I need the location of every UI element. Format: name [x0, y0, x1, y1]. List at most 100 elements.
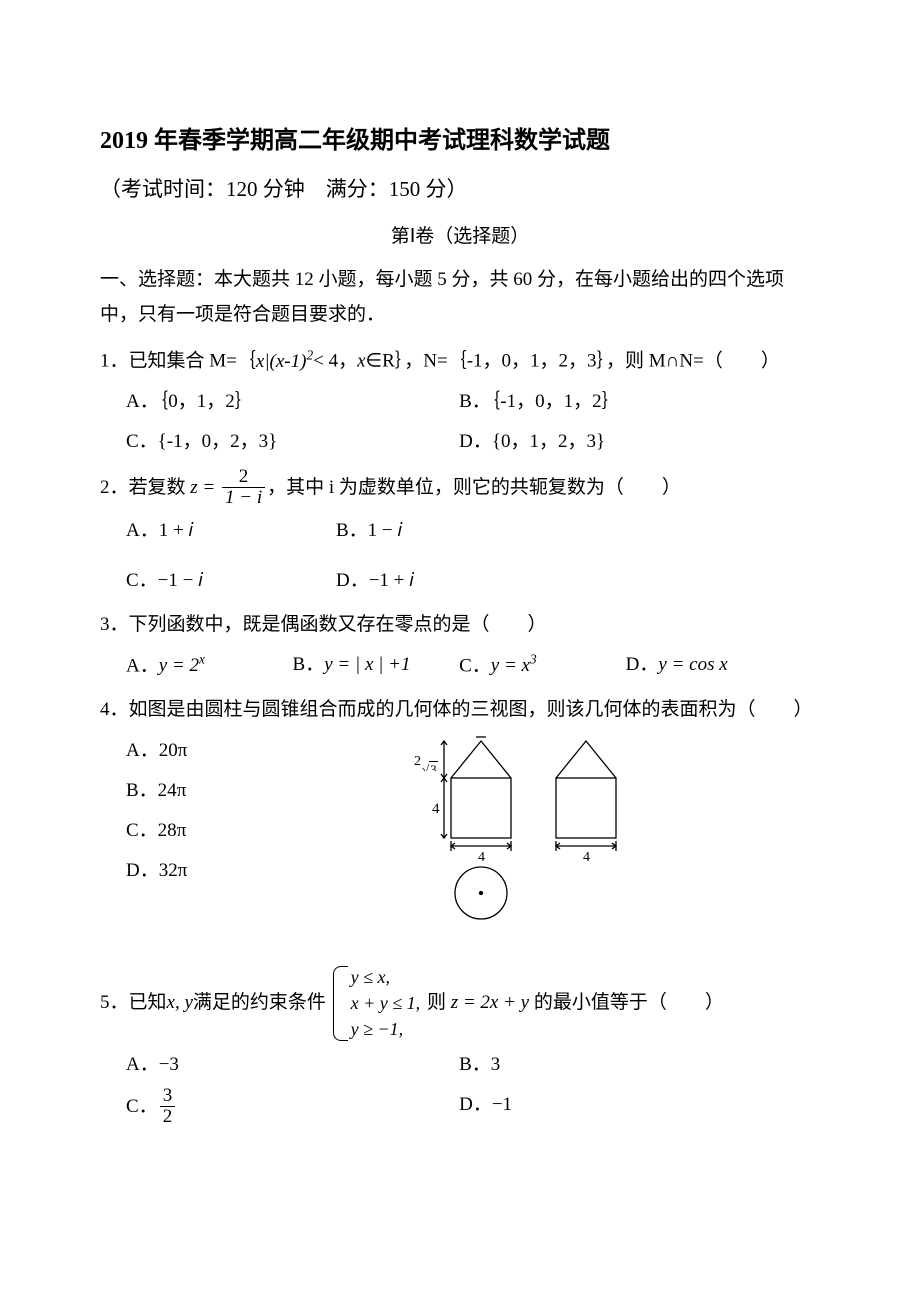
q5-row1: y ≤ x,: [351, 964, 421, 990]
q4-option-a: A．20π: [126, 733, 187, 769]
question-1: 1．已知集合 M=｛x|(x-1)2< 4，x∈R｝，N=｛-1，0，1，2，3…: [100, 342, 820, 460]
q3-options: A．y = 2x B．y = | x | +1 C．y = x3 D．y = c…: [100, 647, 820, 684]
q2-option-d: D．−1 + 𝑖: [336, 563, 414, 599]
q3-a-base: y = 2: [159, 655, 199, 676]
q2-text-post: ，其中 i 为虚数单位，则它的共轭复数为（ ）: [267, 477, 681, 498]
q3-option-b: B．y = | x | +1: [293, 647, 460, 684]
q4-dim-width-right: 4: [583, 850, 590, 865]
q4-diagram: 2 3 4 4 4: [376, 733, 820, 936]
q2-option-d-text: D．−1 + 𝑖: [336, 570, 414, 591]
q4-dim-width-left: 4: [478, 850, 485, 865]
q5-vars: x, y: [167, 991, 193, 1012]
q5-row3: y ≥ −1,: [351, 1016, 421, 1042]
q3-c-sup: 3: [530, 652, 537, 667]
q3-a-math: y = 2x: [159, 655, 205, 676]
q2-option-a-text: A．1 + 𝑖: [126, 520, 193, 541]
q5-text-post1: 则: [427, 991, 446, 1012]
q1-option-b: B．｛-1，0，1，2｝: [459, 384, 792, 420]
svg-text:2: 2: [414, 754, 421, 769]
q5-c-den: 2: [160, 1106, 176, 1127]
q5-text-mid: 满足的约束条件: [193, 991, 326, 1012]
q2-number: 2．: [100, 477, 129, 498]
q2-z-eq: z =: [190, 477, 215, 498]
exam-info: （考试时间：120 分钟 满分：150 分）: [100, 173, 820, 203]
three-view-diagram: 2 3 4 4 4: [396, 733, 656, 923]
q4-b-pi: π: [177, 780, 187, 801]
q3-option-d: D．y = cos x: [626, 647, 793, 684]
q4-a-text: A．20: [126, 740, 178, 761]
q2-option-c-text: C．−1 − 𝑖: [126, 570, 203, 591]
q1-option-c: C．{-1，0，2，3}: [126, 424, 459, 460]
q3-c-base: y = x: [491, 655, 530, 676]
q4-coneh-rad: 3: [429, 761, 438, 771]
q3-option-a: A．y = 2x: [126, 647, 293, 684]
q3-a-label: A．: [126, 655, 159, 676]
q1-options: A．｛0，1，2｝ B．｛-1，0，1，2｝ C．{-1，0，2，3} D．{0…: [100, 384, 820, 460]
q1-text-pre: 已知集合 M=｛: [129, 351, 256, 372]
q2-frac-num: 2: [222, 467, 265, 487]
q5-constraint-system: y ≤ x, x + y ≤ 1, y ≥ −1,: [333, 964, 421, 1043]
q2-option-a: A．1 + 𝑖: [126, 513, 326, 549]
q3-c-math: y = x3: [491, 655, 537, 676]
q2-text-pre: 若复数: [129, 477, 186, 498]
q5-b-text: B．3: [459, 1054, 500, 1075]
q4-stem: 4．如图是由圆柱与圆锥组合而成的几何体的三视图，则该几何体的表面积为（ ）: [100, 692, 820, 728]
q5-d-text: D．−1: [459, 1094, 512, 1115]
q1-option-a: A．｛0，1，2｝: [126, 384, 459, 420]
q4-option-c: C．28π: [126, 813, 186, 849]
q2-fraction: 2 1 − i: [222, 467, 265, 508]
q2-option-b: B．1 − 𝑖: [336, 513, 402, 549]
q1-var-x: x: [357, 351, 365, 372]
q3-b-math: y = | x | +1: [324, 654, 410, 675]
q4-d-text: D．32: [126, 860, 178, 881]
q3-number: 3．: [100, 614, 129, 635]
q5-c-num: 3: [160, 1086, 176, 1106]
q4-coneh-pre: 2: [414, 754, 421, 769]
page-title: 2019 年春季学期高二年级期中考试理科数学试题: [100, 120, 820, 155]
q5-option-c: C．32: [126, 1087, 459, 1128]
q4-options: A．20π B．24π C．28π D．32π: [100, 733, 376, 893]
q1-text-post2: ∈R｝，N=｛-1，0，1，2，3｝，则 M∩N=（ ）: [366, 351, 780, 372]
q5-c-label: C．: [126, 1095, 158, 1116]
question-5: 5．已知x, y满足的约束条件 y ≤ x, x + y ≤ 1, y ≥ −1…: [100, 964, 820, 1128]
q3-b-label: B．: [293, 654, 325, 675]
q4-number: 4．: [100, 699, 129, 720]
q5-row2: x + y ≤ 1,: [351, 990, 421, 1016]
q5-option-b: B．3: [459, 1047, 792, 1083]
section-instructions: 一、选择题：本大题共 12 小题，每小题 5 分，共 60 分，在每小题给出的四…: [100, 262, 820, 332]
q3-text: 下列函数中，既是偶函数又存在零点的是（ ）: [129, 614, 547, 635]
q3-d-math: y = cos x: [658, 654, 727, 675]
q5-a-text: A．−3: [126, 1054, 179, 1075]
q5-stem: 5．已知x, y满足的约束条件 y ≤ x, x + y ≤ 1, y ≥ −1…: [100, 964, 820, 1043]
section-header: 第Ⅰ卷（选择题）: [100, 221, 820, 248]
q5-zexpr: z = 2x + y: [451, 991, 529, 1012]
q3-c-label: C．: [459, 655, 491, 676]
q3-option-c: C．y = x3: [459, 647, 626, 684]
q4-d-pi: π: [178, 860, 188, 881]
q2-options: A．1 + 𝑖 B．1 − 𝑖 C．−1 − 𝑖 D．−1 + 𝑖: [100, 513, 820, 599]
q1-option-d: D．{0，1，2，3}: [459, 424, 792, 460]
q5-option-d: D．−1: [459, 1087, 792, 1128]
q1-number: 1．: [100, 351, 129, 372]
question-2: 2．若复数 z = 2 1 − i ，其中 i 为虚数单位，则它的共轭复数为（ …: [100, 468, 820, 599]
q5-text-pre: 已知: [129, 991, 167, 1012]
q4-option-d: D．32π: [126, 853, 187, 889]
q2-option-b-text: B．1 − 𝑖: [336, 520, 402, 541]
q3-a-sup: x: [199, 652, 205, 667]
q2-frac-den: 1 − i: [222, 487, 265, 508]
q4-dim-height: 4: [432, 801, 440, 817]
question-3: 3．下列函数中，既是偶函数又存在零点的是（ ） A．y = 2x B．y = |…: [100, 607, 820, 685]
q1-text-post1: < 4，: [313, 351, 357, 372]
q1-stem: 1．已知集合 M=｛x|(x-1)2< 4，x∈R｝，N=｛-1，0，1，2，3…: [100, 342, 820, 379]
q3-d-label: D．: [626, 654, 659, 675]
q3-stem: 3．下列函数中，既是偶函数又存在零点的是（ ）: [100, 607, 820, 643]
q4-option-b: B．24π: [126, 773, 186, 809]
question-4: 4．如图是由圆柱与圆锥组合而成的几何体的三视图，则该几何体的表面积为（ ） A．…: [100, 692, 820, 935]
q2-stem: 2．若复数 z = 2 1 − i ，其中 i 为虚数单位，则它的共轭复数为（ …: [100, 468, 820, 509]
q4-c-text: C．28: [126, 820, 177, 841]
q1-set-base: x|(x-1): [256, 351, 307, 372]
q5-c-frac: 32: [160, 1086, 176, 1127]
q2-option-c: C．−1 − 𝑖: [126, 563, 326, 599]
q4-b-text: B．24: [126, 780, 177, 801]
q5-options: A．−3 B．3 C．32 D．−1: [100, 1047, 820, 1128]
